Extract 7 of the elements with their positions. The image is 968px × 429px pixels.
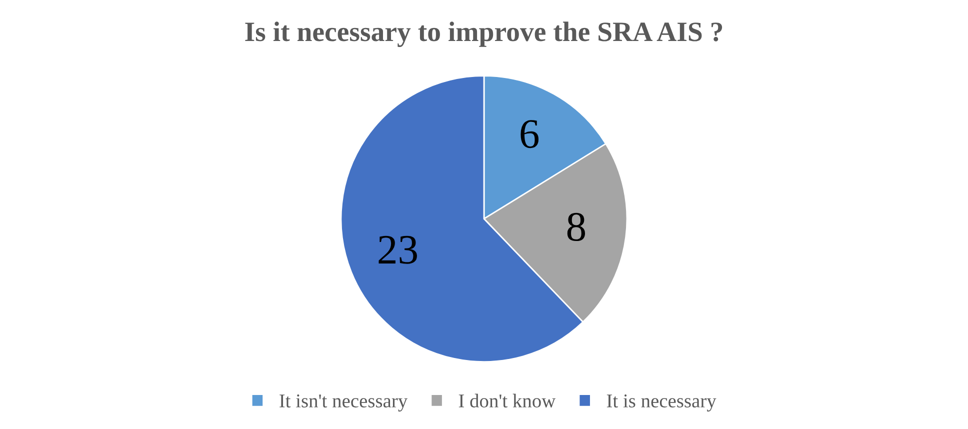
chart-title: Is it necessary to improve the SRA AIS ? [245, 22, 722, 47]
data-label: 23 [378, 236, 417, 264]
data-label: 6 [520, 120, 539, 148]
data-label: 8 [567, 212, 586, 242]
legend-label: I don't know [458, 394, 556, 408]
legend-label: It is necessary [606, 394, 716, 412]
legend-label: It isn't necessary [280, 394, 408, 412]
